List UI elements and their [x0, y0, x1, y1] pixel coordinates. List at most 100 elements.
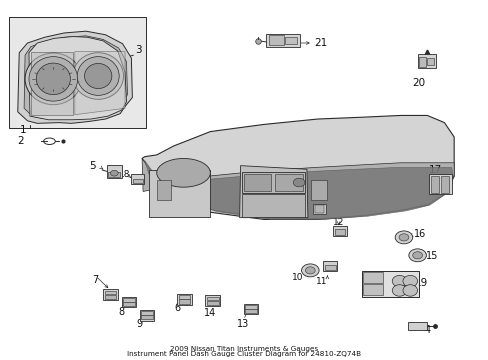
- Polygon shape: [144, 160, 452, 220]
- Ellipse shape: [398, 234, 408, 241]
- Ellipse shape: [110, 170, 118, 176]
- Bar: [140, 310, 154, 320]
- Bar: [314, 206, 324, 213]
- Ellipse shape: [391, 275, 406, 287]
- Text: 17: 17: [428, 165, 441, 175]
- Bar: [104, 291, 116, 294]
- Bar: [417, 54, 435, 68]
- Polygon shape: [24, 36, 127, 119]
- Text: 18: 18: [119, 170, 130, 179]
- Ellipse shape: [301, 264, 319, 277]
- Ellipse shape: [77, 57, 119, 95]
- Bar: [244, 305, 256, 309]
- Bar: [363, 272, 382, 283]
- Ellipse shape: [402, 275, 417, 287]
- Bar: [244, 174, 271, 191]
- Bar: [363, 284, 382, 295]
- Ellipse shape: [391, 285, 406, 296]
- Text: 5: 5: [89, 161, 96, 171]
- Bar: [157, 180, 171, 200]
- Text: 8: 8: [118, 307, 124, 316]
- Bar: [332, 226, 346, 235]
- Bar: [131, 174, 144, 184]
- Ellipse shape: [84, 63, 112, 89]
- Text: 10: 10: [292, 273, 303, 282]
- Bar: [133, 179, 142, 183]
- Text: 4: 4: [424, 325, 430, 335]
- Bar: [334, 229, 345, 234]
- Ellipse shape: [29, 57, 78, 101]
- Text: 15: 15: [425, 251, 437, 261]
- Bar: [122, 297, 136, 307]
- Bar: [311, 180, 326, 200]
- Polygon shape: [31, 51, 73, 115]
- Bar: [312, 204, 326, 214]
- Ellipse shape: [408, 249, 426, 262]
- Ellipse shape: [293, 178, 305, 187]
- Bar: [244, 309, 256, 314]
- Text: 9: 9: [136, 319, 142, 329]
- Bar: [149, 170, 210, 217]
- Text: 13: 13: [237, 319, 249, 329]
- Bar: [206, 301, 218, 305]
- Text: 2009 Nissan Titan Instruments & Gauges: 2009 Nissan Titan Instruments & Gauges: [170, 346, 318, 352]
- Text: Instrument Panel Dash Gauge Cluster Diagram for 24810-ZQ74B: Instrument Panel Dash Gauge Cluster Diag…: [127, 351, 361, 357]
- Bar: [205, 296, 220, 306]
- Ellipse shape: [305, 267, 315, 274]
- Bar: [242, 172, 305, 193]
- Bar: [430, 176, 438, 193]
- Bar: [9, 17, 146, 128]
- Text: 20: 20: [412, 78, 425, 88]
- Bar: [407, 322, 427, 330]
- Bar: [274, 174, 303, 191]
- Ellipse shape: [73, 53, 123, 99]
- Bar: [285, 37, 297, 44]
- Bar: [268, 35, 283, 45]
- Bar: [123, 302, 135, 306]
- Text: 3: 3: [135, 45, 141, 55]
- Ellipse shape: [412, 252, 422, 259]
- Bar: [141, 311, 153, 315]
- Polygon shape: [142, 116, 453, 220]
- Ellipse shape: [36, 63, 70, 95]
- Bar: [123, 298, 135, 302]
- Polygon shape: [18, 31, 132, 123]
- Text: 7: 7: [92, 275, 99, 285]
- Bar: [418, 57, 425, 67]
- Ellipse shape: [25, 53, 81, 105]
- Bar: [108, 172, 120, 177]
- Bar: [440, 176, 448, 193]
- Bar: [141, 315, 153, 319]
- Text: 19: 19: [414, 278, 427, 288]
- Bar: [266, 34, 299, 46]
- Bar: [243, 304, 258, 315]
- Bar: [428, 174, 451, 194]
- Text: 12: 12: [332, 218, 344, 227]
- Text: 14: 14: [204, 309, 216, 318]
- Text: 1: 1: [20, 125, 27, 135]
- Bar: [426, 58, 433, 65]
- Bar: [104, 295, 116, 299]
- Bar: [206, 297, 218, 301]
- Bar: [242, 194, 305, 217]
- Text: 11: 11: [315, 276, 326, 285]
- Text: 6: 6: [174, 303, 180, 314]
- Bar: [103, 289, 118, 300]
- Polygon shape: [29, 37, 126, 120]
- Bar: [178, 296, 190, 299]
- Bar: [177, 294, 191, 305]
- Bar: [325, 265, 335, 270]
- Polygon shape: [239, 166, 307, 218]
- Polygon shape: [75, 51, 125, 115]
- Text: 21: 21: [314, 38, 327, 48]
- Polygon shape: [142, 158, 453, 219]
- Ellipse shape: [394, 231, 412, 244]
- Bar: [107, 165, 122, 178]
- Ellipse shape: [402, 285, 417, 296]
- Bar: [361, 271, 418, 297]
- Text: 16: 16: [413, 229, 426, 239]
- Bar: [323, 261, 336, 271]
- Text: 2: 2: [17, 136, 23, 146]
- Bar: [178, 300, 190, 304]
- Ellipse shape: [157, 158, 210, 187]
